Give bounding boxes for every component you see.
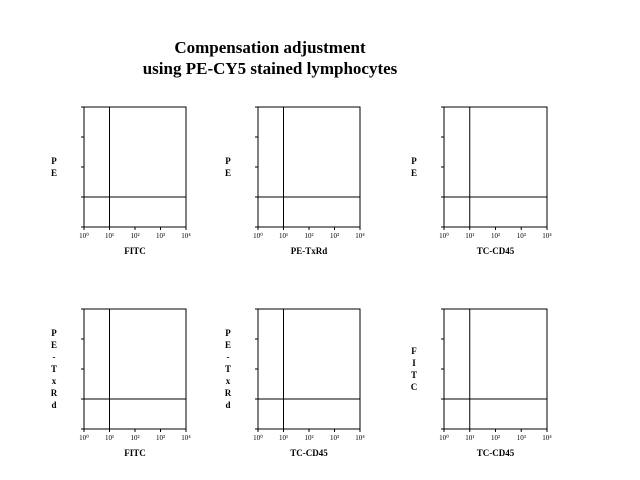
plot-6-xtick-label-3: 10³	[517, 434, 526, 442]
plot-4-frame	[83, 308, 187, 430]
plot-2-frame	[257, 106, 361, 228]
plot-3-xlabel: TC-CD45	[477, 246, 515, 256]
plot-2-xlabel: PE-TxRd	[291, 246, 328, 256]
plot-5-xtick-label-3: 10³	[330, 434, 339, 442]
plot-1-xtick-label-3: 10³	[156, 232, 165, 240]
plot-3-xtick-label-0: 10⁰	[439, 232, 449, 240]
plot-6-xtick-label-2: 10²	[491, 434, 500, 442]
plot-1-xtick-label-2: 10²	[130, 232, 139, 240]
plot-1-xtick-label-0: 10⁰	[79, 232, 89, 240]
plot-5-frame	[257, 308, 361, 430]
plot-5-xtick-label-4: 10⁴	[355, 434, 365, 442]
plot-3-xtick-label-4: 10⁴	[542, 232, 552, 240]
plot-4-xtick-label-4: 10⁴	[181, 434, 191, 442]
plot-2-xtick-label-4: 10⁴	[355, 232, 365, 240]
plot-5-xtick-label-0: 10⁰	[253, 434, 263, 442]
plot-2-xtick-label-0: 10⁰	[253, 232, 263, 240]
plot-4-xtick-label-2: 10²	[130, 434, 139, 442]
plot-6-xlabel: TC-CD45	[477, 448, 515, 458]
plot-3-xtick-label-2: 10²	[491, 232, 500, 240]
plot-2-xtick-label-1: 10¹	[279, 232, 288, 240]
chart-title-line-2: using PE-CY5 stained lymphocytes	[142, 59, 398, 78]
plot-3-frame	[443, 106, 548, 228]
plot-6-xtick-label-0: 10⁰	[439, 434, 449, 442]
plot-1-frame	[83, 106, 187, 228]
plot-2-xtick-label-2: 10²	[304, 232, 313, 240]
plot-4-xlabel: FITC	[124, 448, 146, 458]
plot-1-xtick-label-1: 10¹	[105, 232, 114, 240]
chart-title-line-1: Compensation adjustment	[174, 38, 366, 57]
plot-4-xtick-label-0: 10⁰	[79, 434, 89, 442]
plot-6-xtick-label-1: 10¹	[465, 434, 474, 442]
plot-4-xtick-label-1: 10¹	[105, 434, 114, 442]
plot-5-xtick-label-1: 10¹	[279, 434, 288, 442]
plot-3-xtick-label-3: 10³	[517, 232, 526, 240]
plot-5-xlabel: TC-CD45	[290, 448, 328, 458]
plot-6-frame	[443, 308, 548, 430]
plot-4-xtick-label-3: 10³	[156, 434, 165, 442]
plot-2-xtick-label-3: 10³	[330, 232, 339, 240]
plot-3-xtick-label-1: 10¹	[465, 232, 474, 240]
plot-1-xtick-label-4: 10⁴	[181, 232, 191, 240]
plot-5-xtick-label-2: 10²	[304, 434, 313, 442]
plot-1-xlabel: FITC	[124, 246, 146, 256]
plot-6-xtick-label-4: 10⁴	[542, 434, 552, 442]
